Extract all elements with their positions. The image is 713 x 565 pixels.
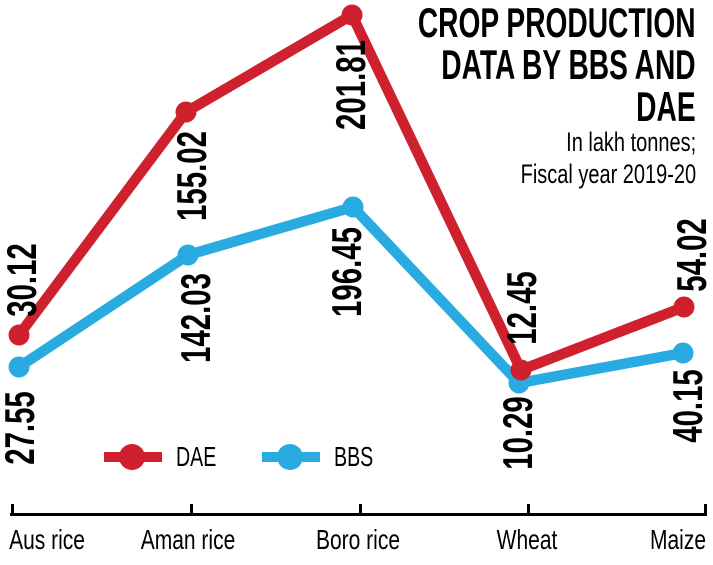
legend-label-dae: DAE	[176, 441, 217, 472]
x-axis-tick-3	[526, 504, 530, 516]
dae-value-maize: 54.02	[668, 218, 713, 292]
dae-value-aman-rice: 155.02	[168, 131, 215, 221]
x-axis-label-boro-rice: Boro rice	[315, 524, 401, 555]
bbs-value-aman-rice: 142.03	[172, 273, 219, 363]
x-axis-label-maize: Maize	[649, 524, 707, 555]
dae-marker-wheat	[510, 359, 532, 381]
chart-legend: DAE BBS	[104, 443, 390, 471]
dae-value-aus-rice: 30.12	[0, 243, 45, 317]
dae-value-wheat: 12.45	[498, 271, 545, 345]
x-axis-tick-1	[189, 504, 193, 516]
x-axis-label-wheat: Wheat	[496, 524, 558, 555]
bbs-value-wheat: 10.29	[494, 396, 541, 470]
x-axis-label-aus-rice: Aus rice	[9, 524, 85, 555]
x-axis-tick-2	[358, 504, 362, 516]
dae-marker-aman-rice	[175, 101, 197, 123]
chart-title: CROP PRODUCTION DATA BY BBS AND DAE	[418, 0, 696, 130]
legend-item-bbs: BBS	[261, 441, 390, 472]
bbs-marker-maize	[672, 342, 694, 364]
x-axis-label-aman-rice: Aman rice	[140, 524, 236, 555]
bbs-value-boro-rice: 196.45	[323, 227, 370, 317]
legend-item-dae: DAE	[104, 443, 234, 471]
dae-value-boro-rice: 201.81	[327, 40, 374, 130]
dae-marker-maize	[673, 296, 695, 318]
bbs-line-marker-icon	[261, 444, 320, 470]
x-axis-tick-0	[10, 504, 14, 516]
bbs-marker-aman-rice	[177, 244, 199, 266]
bbs-marker-boro-rice	[342, 196, 364, 218]
bbs-value-maize: 40.15	[664, 369, 711, 443]
x-axis-tick-4	[703, 504, 707, 516]
bbs-marker-aus-rice	[8, 356, 30, 378]
legend-label-bbs: BBS	[333, 441, 373, 472]
chart-subtitle: In lakh tonnes; Fiscal year 2019-20	[520, 127, 696, 189]
dae-marker-boro-rice	[341, 4, 363, 26]
bbs-value-aus-rice: 27.55	[0, 391, 43, 465]
dae-line-marker-icon	[104, 444, 162, 470]
dae-marker-aus-rice	[8, 324, 30, 346]
